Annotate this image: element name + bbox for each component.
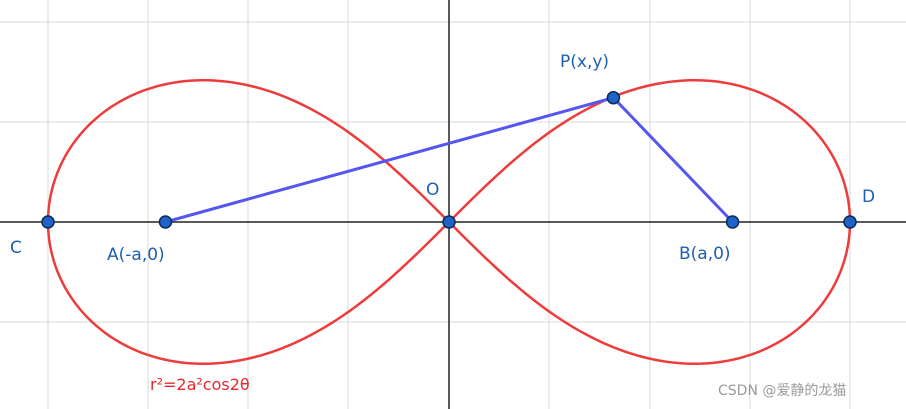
label-p: P(x,y) xyxy=(560,52,609,72)
point-a xyxy=(158,215,173,229)
point-p xyxy=(606,90,621,105)
label-d: D xyxy=(862,187,875,207)
segment-ap xyxy=(163,96,615,224)
point-b xyxy=(725,215,740,229)
point-c xyxy=(41,215,55,229)
label-a: A(-a,0) xyxy=(107,245,165,265)
label-c: C xyxy=(10,238,22,258)
label-b: B(a,0) xyxy=(679,244,731,264)
segment-pb xyxy=(611,96,735,224)
point-o xyxy=(442,215,456,229)
point-d xyxy=(843,215,857,229)
label-o: O xyxy=(426,180,439,200)
watermark: CSDN @爱静的龙猫 xyxy=(718,383,846,399)
curve-equation: r²=2a²cos2θ xyxy=(150,375,250,394)
points xyxy=(41,90,857,229)
segments xyxy=(163,96,735,224)
